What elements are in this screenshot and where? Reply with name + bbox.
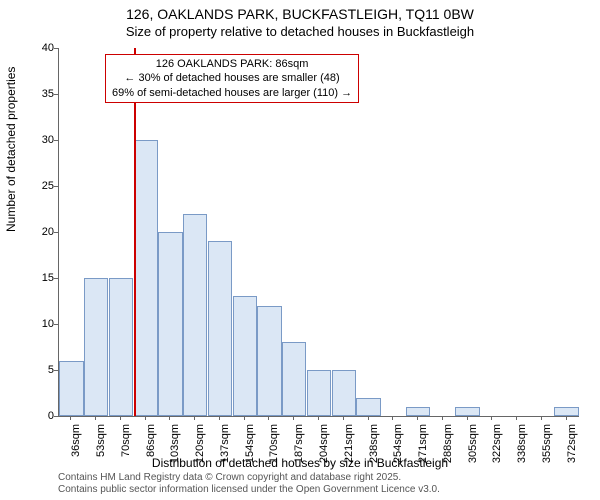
x-tick-mark [219, 416, 220, 420]
y-tick-mark [54, 48, 58, 49]
histogram-bar [356, 398, 380, 416]
annotation-line-2: ← 30% of detached houses are smaller (48… [112, 71, 352, 85]
histogram-bar [208, 241, 232, 416]
x-tick-mark [392, 416, 393, 420]
property-marker-line [134, 48, 136, 416]
y-tick-label: 30 [24, 134, 54, 146]
x-tick-mark [244, 416, 245, 420]
y-tick-mark [54, 324, 58, 325]
y-tick-mark [54, 140, 58, 141]
histogram-bar [554, 407, 578, 416]
plot-area [58, 48, 579, 417]
x-axis-label: Distribution of detached houses by size … [0, 456, 600, 470]
histogram-bar [109, 278, 133, 416]
footer-line-2: Contains public sector information licen… [58, 484, 440, 496]
histogram-bar [307, 370, 331, 416]
x-tick-mark [541, 416, 542, 420]
histogram-bar [406, 407, 430, 416]
chart-container: 126, OAKLANDS PARK, BUCKFASTLEIGH, TQ11 … [0, 0, 600, 500]
y-tick-label: 0 [24, 410, 54, 422]
histogram-bar [158, 232, 182, 416]
x-tick-mark [318, 416, 319, 420]
x-tick-mark [566, 416, 567, 420]
x-tick-mark [516, 416, 517, 420]
histogram-bar [84, 278, 108, 416]
histogram-bar [257, 306, 281, 416]
x-tick-mark [293, 416, 294, 420]
y-tick-label: 20 [24, 226, 54, 238]
x-tick-mark [467, 416, 468, 420]
x-tick-mark [95, 416, 96, 420]
y-tick-label: 5 [24, 364, 54, 376]
chart-title-main: 126, OAKLANDS PARK, BUCKFASTLEIGH, TQ11 … [0, 6, 600, 22]
x-tick-mark [169, 416, 170, 420]
histogram-bar [455, 407, 479, 416]
histogram-bar [233, 296, 257, 416]
footer-attribution: Contains HM Land Registry data © Crown c… [58, 472, 440, 496]
annotation-line-1: 126 OAKLANDS PARK: 86sqm [112, 57, 352, 71]
y-tick-label: 15 [24, 272, 54, 284]
x-tick-mark [491, 416, 492, 420]
y-tick-label: 25 [24, 180, 54, 192]
histogram-bar [59, 361, 83, 416]
footer-line-1: Contains HM Land Registry data © Crown c… [58, 472, 440, 484]
x-tick-mark [442, 416, 443, 420]
y-axis-label: Number of detached properties [4, 67, 18, 232]
x-tick-mark [343, 416, 344, 420]
chart-title-sub: Size of property relative to detached ho… [0, 24, 600, 39]
y-tick-mark [54, 232, 58, 233]
histogram-bar [332, 370, 356, 416]
annotation-box: 126 OAKLANDS PARK: 86sqm ← 30% of detach… [105, 54, 359, 103]
x-tick-mark [120, 416, 121, 420]
histogram-bar [134, 140, 158, 416]
y-tick-label: 35 [24, 88, 54, 100]
annotation-line-3: 69% of semi-detached houses are larger (… [112, 86, 352, 100]
y-tick-label: 40 [24, 42, 54, 54]
y-tick-mark [54, 186, 58, 187]
y-tick-mark [54, 370, 58, 371]
y-tick-label: 10 [24, 318, 54, 330]
y-tick-mark [54, 278, 58, 279]
x-tick-mark [417, 416, 418, 420]
histogram-bar [282, 342, 306, 416]
x-tick-mark [145, 416, 146, 420]
x-tick-mark [70, 416, 71, 420]
histogram-bar [183, 214, 207, 416]
y-tick-mark [54, 94, 58, 95]
x-tick-mark [194, 416, 195, 420]
x-tick-mark [268, 416, 269, 420]
x-tick-mark [368, 416, 369, 420]
y-tick-mark [54, 416, 58, 417]
